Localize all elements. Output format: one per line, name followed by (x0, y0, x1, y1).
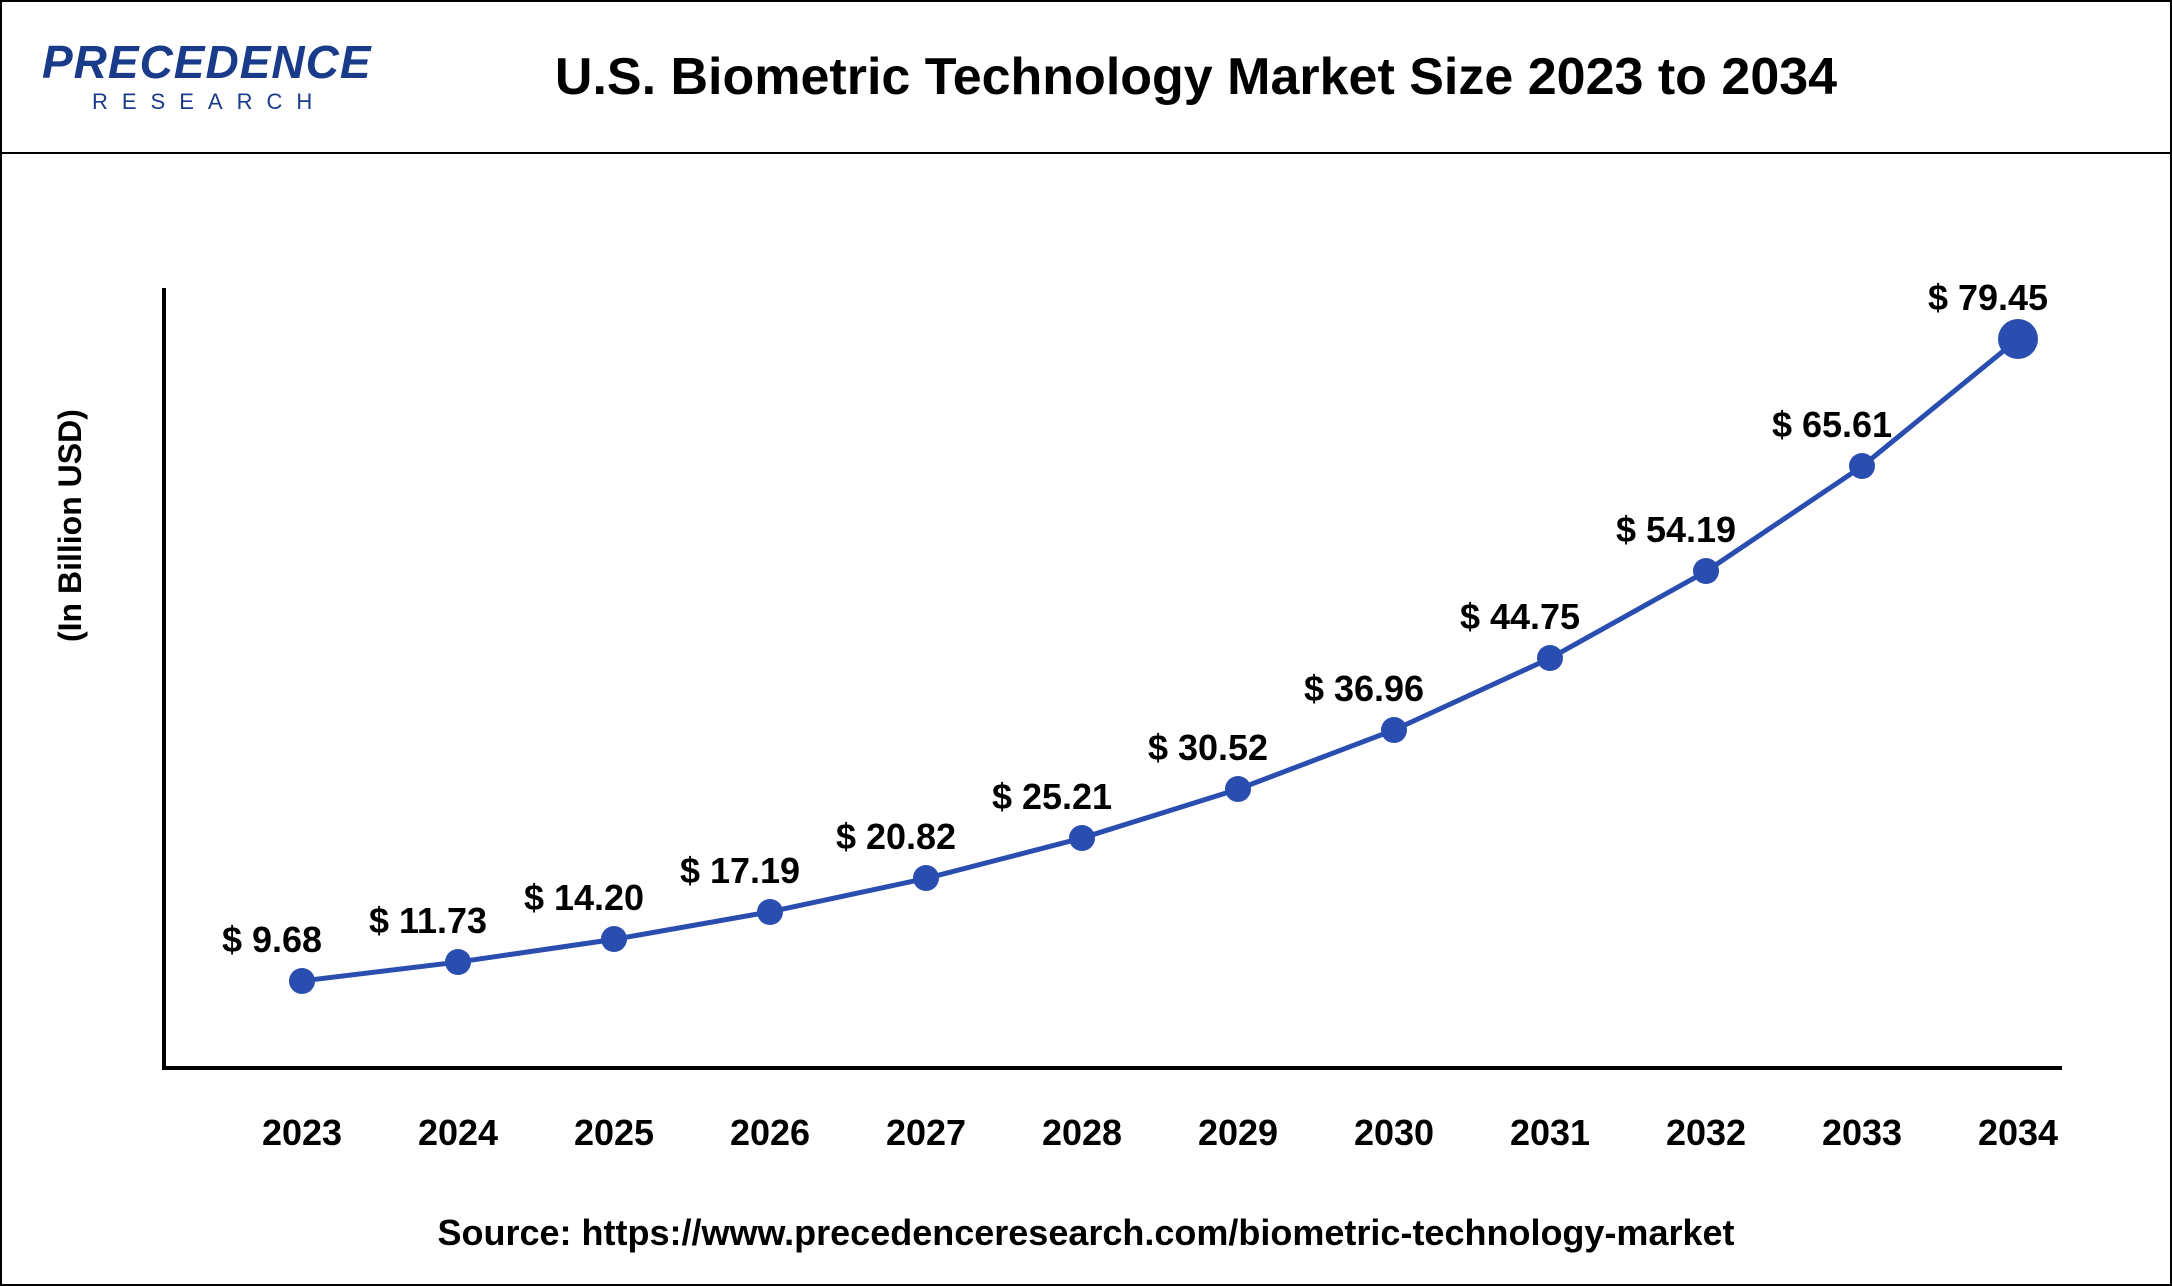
data-marker (913, 865, 939, 891)
x-tick-label: 2029 (1198, 1112, 1278, 1154)
data-marker (1225, 776, 1251, 802)
x-tick-label: 2034 (1978, 1112, 2058, 1154)
brand-name-bottom: RESEARCH (92, 89, 382, 115)
data-marker (1537, 645, 1563, 671)
data-label: $ 9.68 (222, 919, 322, 961)
x-tick-label: 2030 (1354, 1112, 1434, 1154)
data-label: $ 36.96 (1304, 668, 1424, 710)
data-label: $ 14.20 (524, 877, 644, 919)
x-tick-label: 2026 (730, 1112, 810, 1154)
data-label: $ 11.73 (369, 900, 487, 942)
data-label: $ 20.82 (836, 816, 956, 858)
x-tick-label: 2033 (1822, 1112, 1902, 1154)
brand-name-top: PRECEDENCE (42, 39, 382, 85)
data-marker (757, 899, 783, 925)
data-marker (1693, 558, 1719, 584)
chart-title: U.S. Biometric Technology Market Size 20… (382, 47, 2130, 107)
data-label: $ 79.45 (1928, 277, 2048, 319)
data-marker (445, 949, 471, 975)
data-label: $ 30.52 (1148, 727, 1268, 769)
data-label: $ 44.75 (1460, 596, 1580, 638)
x-tick-label: 2032 (1666, 1112, 1746, 1154)
data-marker (1998, 319, 2038, 359)
source-citation: Source: https://www.precedenceresearch.c… (2, 1212, 2170, 1254)
x-tick-label: 2027 (886, 1112, 966, 1154)
x-tick-label: 2031 (1510, 1112, 1590, 1154)
data-marker (289, 968, 315, 994)
plot-area: $ 9.68 $ 11.73 $ 14.20 $ 17.19 $ 20.82 $ 25.2… (162, 288, 2062, 1070)
x-tick-label: 2025 (574, 1112, 654, 1154)
x-tick-label: 2028 (1042, 1112, 1122, 1154)
data-label: $ 17.19 (680, 850, 800, 892)
y-axis-label: (In Billion USD) (52, 409, 89, 642)
x-tick-label: 2024 (418, 1112, 498, 1154)
data-marker (1381, 717, 1407, 743)
data-label: $ 25.21 (992, 776, 1112, 818)
data-marker (1849, 453, 1875, 479)
data-label: $ 65.61 (1772, 404, 1892, 446)
data-label: $ 54.19 (1616, 509, 1736, 551)
brand-logo: PRECEDENCE RESEARCH (42, 22, 382, 132)
data-marker (1069, 825, 1095, 851)
header: PRECEDENCE RESEARCH U.S. Biometric Techn… (2, 2, 2170, 154)
data-marker (601, 926, 627, 952)
x-tick-label: 2023 (262, 1112, 342, 1154)
chart-container: PRECEDENCE RESEARCH U.S. Biometric Techn… (0, 0, 2172, 1286)
